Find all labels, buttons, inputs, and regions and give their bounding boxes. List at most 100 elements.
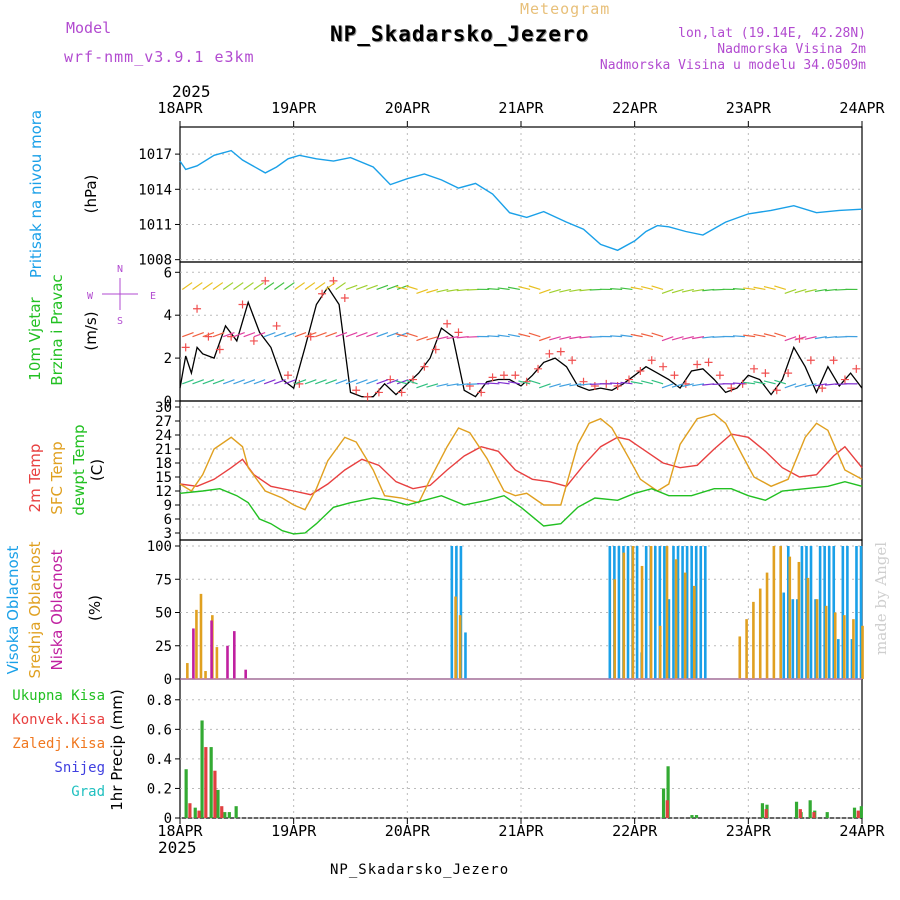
precip-konvek-kisa-bar — [188, 803, 192, 818]
low-cloud-label: Niska Oblacnost — [48, 549, 66, 670]
wind-direction-arrow — [804, 336, 817, 340]
clouds-visoka-bar — [626, 546, 630, 679]
temp-unit: (C) — [88, 459, 106, 481]
clouds-visoka-bar — [786, 546, 790, 679]
wind-gust-marker — [488, 373, 497, 382]
wind-gust-marker — [193, 304, 202, 313]
wind-direction-arrow — [345, 379, 358, 385]
clouds-visoka-bar — [791, 599, 795, 679]
precip-konvek-kisa-bar — [665, 800, 669, 818]
wind-direction-arrow — [814, 288, 827, 293]
clouds-niska-bar — [244, 669, 247, 679]
clouds-srednja-bar — [649, 546, 653, 679]
wind-gust-marker — [568, 356, 577, 365]
precip-ukupna-kisa-bar — [661, 788, 666, 818]
wind-direction-arrow — [273, 282, 285, 290]
wind-direction-arrow — [405, 285, 418, 291]
clouds-ytick-label: 25 — [155, 639, 172, 655]
precip-legend-item: Ukupna Kisa — [12, 688, 105, 704]
clouds-visoka-bar — [658, 546, 662, 679]
wind-direction-arrow — [487, 335, 500, 338]
wind-direction-arrow — [345, 331, 358, 338]
wind-direction-arrow — [569, 288, 582, 293]
wind-direction-arrow — [335, 331, 348, 338]
precip-legend-item: Grad — [71, 784, 105, 800]
precip-ukupna-kisa-bar — [193, 807, 197, 818]
wind-gust-marker — [272, 321, 281, 330]
wind-ytick-label: 0 — [164, 394, 172, 410]
wind-label: 10m Vjetar — [26, 296, 44, 380]
temperature-ytick-label: 30 — [155, 400, 172, 416]
wind-gust-marker — [431, 345, 440, 354]
clouds-srednja-bar — [797, 561, 801, 679]
precip-ukupna-kisa-bar — [666, 766, 670, 818]
wind-direction-arrow — [559, 288, 572, 293]
wind-direction-arrow — [366, 284, 378, 291]
precip-konvek-kisa-bar — [856, 810, 860, 818]
clouds-srednja-bar — [738, 636, 742, 679]
wind-direction-arrow — [620, 287, 633, 291]
wind-direction-arrow — [192, 379, 204, 385]
wind-direction-arrow — [263, 282, 275, 290]
clouds-srednja-bar — [195, 609, 198, 679]
wind-direction-arrow — [487, 382, 500, 385]
wind-direction-arrow — [304, 331, 317, 338]
clouds-visoka-bar — [672, 546, 675, 679]
wind-direction-arrow — [405, 379, 418, 385]
precip-ukupna-kisa-bar — [223, 812, 227, 818]
wind-direction-arrow — [630, 381, 643, 385]
wind-direction-arrow — [507, 381, 520, 385]
precip-legend-item: Konvek.Kisa — [12, 712, 105, 728]
precip-ukupna-kisa-bar — [234, 806, 238, 818]
wind-direction-arrow — [436, 336, 449, 340]
precip-legend-item: Zaledj.Kisa — [12, 736, 105, 752]
wind-direction-arrow — [386, 284, 399, 291]
clouds-srednja-bar — [186, 663, 189, 679]
precip-ukupna-kisa-bar — [852, 807, 857, 818]
wind-gust-marker — [249, 336, 258, 345]
wind-direction-arrow — [794, 336, 807, 341]
clouds-niska-bar — [226, 645, 229, 679]
x-tick-label-top: 23APR — [726, 99, 772, 117]
wind-direction-arrow — [487, 288, 500, 291]
footer-station: NP_Skadarsko_Jezero — [330, 862, 510, 878]
wind-direction-arrow — [376, 379, 389, 385]
precip-label: 1hr Precip (mm) — [108, 689, 126, 810]
wind-gust-marker — [636, 366, 645, 375]
wind-direction-arrow — [507, 333, 520, 338]
wind-direction-arrow — [355, 379, 368, 385]
pressure-ytick-label: 1017 — [138, 147, 172, 163]
wind-direction-arrow — [743, 287, 756, 291]
wind-gust-marker — [181, 343, 190, 352]
chart-title: NP_Skadarsko_Jezero — [330, 22, 590, 46]
pressure-unit: (hPa) — [82, 175, 100, 214]
wind-gust-marker — [465, 381, 474, 390]
wind-direction-arrow — [304, 282, 316, 290]
clouds-visoka-bar — [827, 546, 831, 679]
wind-direction-arrow — [253, 331, 266, 338]
high-cloud-label: Visoka Oblacnost — [4, 545, 22, 674]
precip-legend-item: Snijeg — [54, 760, 105, 776]
wind-direction-arrow — [692, 383, 705, 387]
wind-direction-arrow — [233, 379, 245, 385]
wind-gust-marker — [374, 388, 383, 397]
wind-gust-marker — [693, 360, 702, 369]
wind-direction-arrow — [456, 336, 469, 339]
clouds-srednja-bar — [640, 565, 644, 679]
wind-direction-arrow — [528, 285, 541, 291]
temperature-2m-temp-line — [179, 433, 863, 496]
clouds-visoka-bar — [459, 546, 463, 679]
wind-direction-arrow — [569, 336, 582, 340]
clouds-ytick-label: 100 — [147, 539, 172, 555]
wind-direction-arrow — [620, 334, 633, 338]
wind-direction-arrow — [671, 336, 684, 341]
wind-direction-arrow — [559, 336, 572, 340]
clouds-srednja-bar — [772, 546, 776, 679]
wind-direction-arrow — [732, 335, 745, 338]
wind-gust-marker — [295, 379, 304, 388]
wind-direction-arrow — [376, 331, 389, 338]
clouds-visoka-bar — [685, 546, 689, 679]
wind-direction-arrow — [763, 333, 776, 338]
wind-direction-arrow — [549, 288, 561, 294]
